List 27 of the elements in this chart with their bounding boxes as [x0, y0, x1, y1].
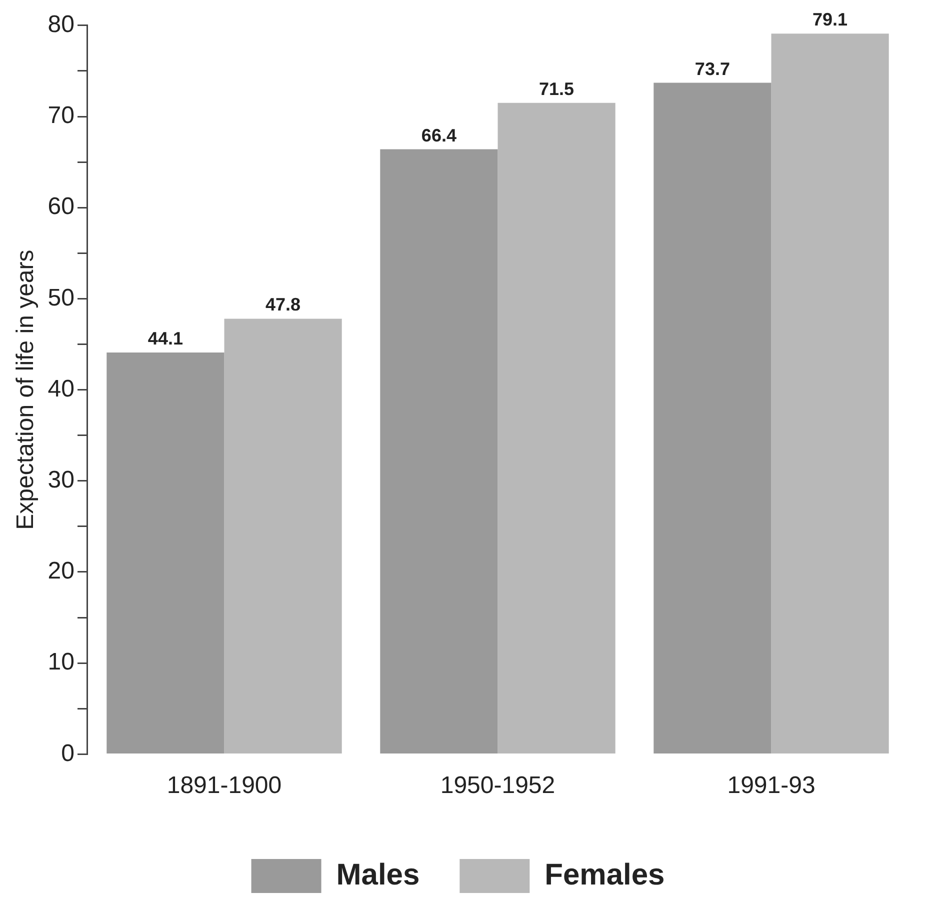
data-label: 73.7 — [694, 58, 730, 79]
y-tick-label: 60 — [48, 193, 74, 220]
data-label: 66.4 — [421, 125, 456, 146]
x-tick-label: 1891-1900 — [166, 772, 282, 800]
legend-label: Males — [336, 858, 420, 892]
data-label: 44.1 — [148, 328, 183, 348]
y-tick-label: 30 — [48, 466, 74, 494]
y-axis-title: Expectation of life in years — [12, 250, 40, 530]
bar — [224, 318, 342, 754]
y-tick-label: 10 — [48, 648, 74, 676]
bar — [498, 102, 616, 754]
y-tick-label: 40 — [48, 375, 74, 402]
y-tick-label: 80 — [48, 11, 74, 38]
x-tick-label: 1950-1952 — [440, 772, 556, 800]
bar — [771, 34, 889, 754]
y-tick-label: 0 — [61, 740, 74, 767]
data-label: 71.5 — [539, 78, 574, 99]
bar — [380, 149, 498, 754]
x-tick-label: 1991-93 — [727, 772, 816, 800]
y-tick-label: 50 — [48, 284, 74, 312]
y-tick-label: 70 — [48, 102, 74, 130]
y-tick-label: 20 — [48, 558, 74, 585]
legend-label: Females — [544, 858, 665, 892]
data-label: 47.8 — [266, 294, 301, 315]
data-label: 79.1 — [812, 10, 848, 30]
bar — [654, 82, 772, 754]
bar — [106, 352, 224, 754]
